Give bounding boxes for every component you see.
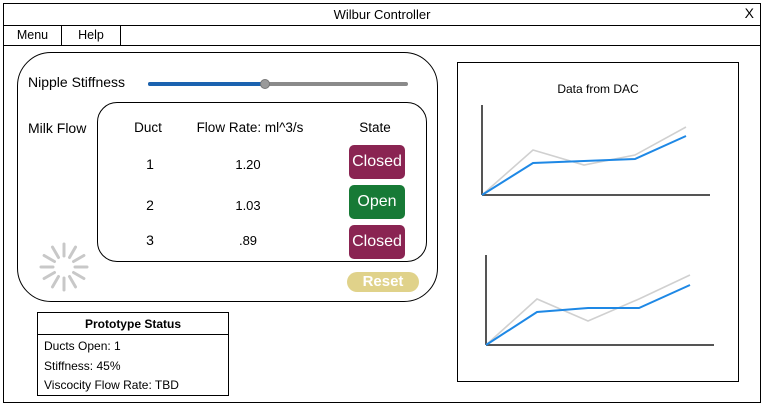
- chart-2-series-line: [485, 274, 691, 346]
- slider-track: [148, 82, 408, 86]
- close-button[interactable]: X: [744, 5, 754, 21]
- menu-item-help[interactable]: Help: [62, 26, 121, 45]
- duct-header: Duct: [134, 120, 162, 135]
- loading-spinner-icon: [39, 242, 89, 292]
- slider-fill: [148, 82, 265, 86]
- status-title: Prototype Status: [38, 313, 228, 335]
- dac-panel: Data from DAC: [457, 62, 739, 382]
- title-bar: Wilbur Controller X: [4, 4, 760, 26]
- menu-item-menu[interactable]: Menu: [4, 26, 62, 45]
- menu-bar: Menu Help: [4, 26, 760, 46]
- stiffness-slider[interactable]: [148, 78, 408, 90]
- prototype-status-panel: Prototype Status Ducts Open: 1 Stiffness…: [37, 312, 229, 396]
- duct-1-state-button[interactable]: Closed: [349, 145, 405, 179]
- slider-thumb[interactable]: [260, 79, 270, 89]
- flow-rate-header: Flow Rate: ml^3/s: [196, 120, 304, 135]
- duct-number: 3: [146, 232, 154, 248]
- duct-number: 1: [146, 156, 154, 172]
- duct-3-state-button[interactable]: Closed: [349, 225, 405, 259]
- flow-rate-value: 1.20: [235, 157, 261, 172]
- status-ducts-open: Ducts Open: 1: [44, 339, 121, 353]
- reset-button[interactable]: Reset: [347, 272, 419, 292]
- chart-1-series-line: [481, 126, 687, 196]
- dac-title: Data from DAC: [557, 82, 639, 96]
- chart-1-series-line: [481, 135, 687, 196]
- duct-2-state-button[interactable]: Open: [349, 185, 405, 219]
- control-panel: [17, 52, 438, 302]
- flow-rate-value: 1.03: [235, 198, 261, 213]
- duct-number: 2: [146, 197, 154, 213]
- milk-flow-table: [97, 102, 427, 262]
- status-stiffness: Stiffness: 45%: [44, 359, 121, 373]
- chart-2-series-line: [485, 284, 691, 346]
- flow-rate-value: .89: [238, 233, 258, 248]
- dac-charts: [481, 105, 714, 346]
- stiffness-label: Nipple Stiffness: [28, 74, 126, 90]
- state-header: State: [359, 120, 391, 135]
- milk-flow-label: Milk Flow: [28, 120, 87, 136]
- status-viscosity: Viscocity Flow Rate: TBD: [44, 378, 179, 392]
- window-title: Wilbur Controller: [333, 7, 431, 22]
